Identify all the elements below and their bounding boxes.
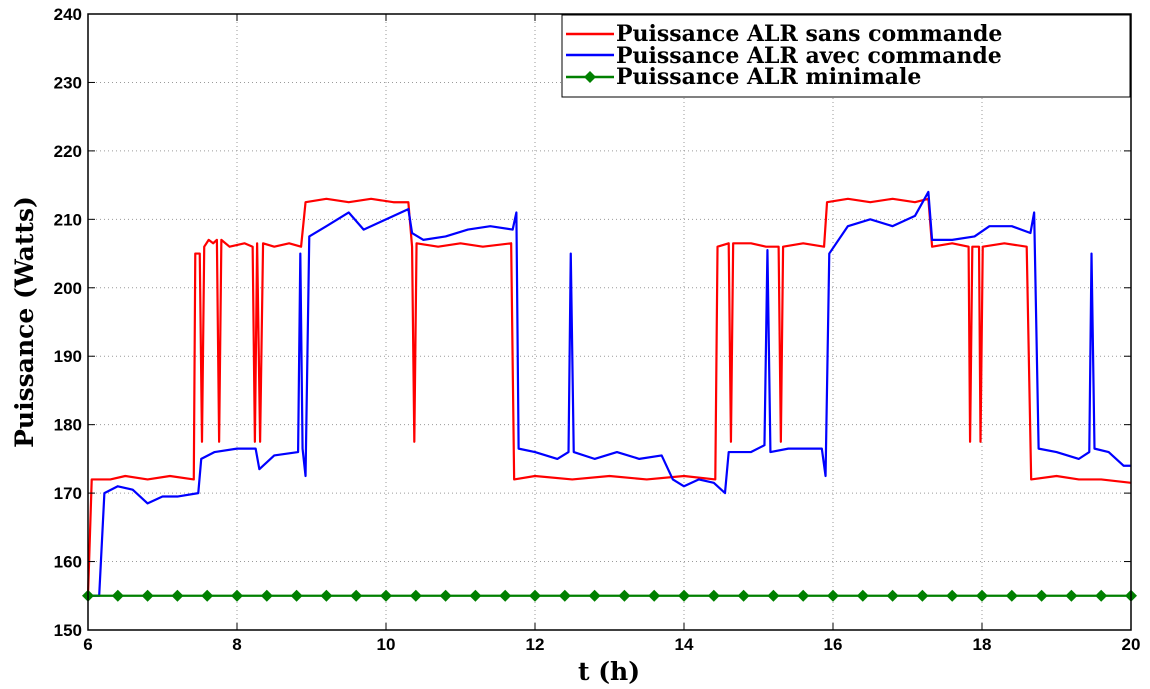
diamond-marker <box>1095 589 1108 602</box>
series-avec-commande <box>88 190 1131 597</box>
legend-label-avec-commande: Puissance ALR avec commande <box>616 43 1002 69</box>
series-sans-commande-line <box>86 197 1132 596</box>
diamond-marker <box>201 589 214 602</box>
diamond-marker <box>231 589 243 602</box>
x-tick-label: 10 <box>377 635 396 654</box>
series-layer <box>82 190 1137 602</box>
diamond-marker <box>707 589 720 602</box>
diamond-marker <box>380 589 392 602</box>
diamond-marker <box>886 589 899 602</box>
diamond-marker <box>856 589 869 602</box>
diamond-marker <box>290 589 303 602</box>
diamond-marker <box>797 589 810 602</box>
diamond-marker <box>1065 589 1078 602</box>
series-sans-commande <box>86 197 1132 596</box>
x-tick-label: 18 <box>973 635 992 654</box>
diamond-marker <box>916 589 929 602</box>
y-tick-label: 170 <box>54 484 82 503</box>
diamond-marker <box>1005 589 1018 602</box>
plot-frame <box>87 13 1132 631</box>
diamond-marker <box>618 589 631 602</box>
legend-label-minimale: Puissance ALR minimale <box>616 64 921 90</box>
legend-marker-diamond-icon <box>584 71 596 83</box>
diamond-marker <box>171 589 184 602</box>
y-tick-label: 240 <box>54 5 82 24</box>
legend-label-sans-commande: Puissance ALR sans commande <box>616 21 1002 47</box>
diamond-marker <box>737 589 750 602</box>
y-tick-label: 190 <box>54 347 82 366</box>
legend-box <box>561 14 1131 98</box>
x-tick-label: 6 <box>83 635 92 654</box>
diamond-marker <box>767 589 780 602</box>
x-tick-label: 20 <box>1122 635 1141 654</box>
diamond-marker <box>529 589 541 602</box>
diamond-marker <box>469 589 482 602</box>
y-tick-label: 230 <box>54 73 82 92</box>
grid <box>88 14 1131 630</box>
diamond-marker <box>320 589 333 602</box>
y-tick-label: 150 <box>54 621 82 640</box>
series-minimale <box>82 589 1137 602</box>
diamond-marker <box>588 589 601 602</box>
diamond-marker <box>678 589 690 602</box>
diamond-marker <box>111 589 124 602</box>
x-axis-title: t (h) <box>578 657 640 686</box>
diamond-marker <box>141 589 154 602</box>
x-tick-label: 14 <box>675 635 694 654</box>
y-tick-label: 200 <box>54 279 82 298</box>
diamond-marker <box>439 589 452 602</box>
y-tick-label: 180 <box>54 416 82 435</box>
diamond-marker <box>827 589 839 602</box>
x-tick-label: 8 <box>232 635 241 654</box>
y-tick-label: 210 <box>54 210 82 229</box>
diamond-marker <box>260 589 273 602</box>
diamond-marker <box>499 589 512 602</box>
diamond-marker <box>946 589 959 602</box>
x-tick-label: 16 <box>824 635 843 654</box>
diamond-marker <box>1035 589 1048 602</box>
diamond-marker <box>350 589 363 602</box>
series-avec-commande-line <box>88 190 1131 597</box>
x-tick-label: 12 <box>526 635 545 654</box>
diamond-marker <box>648 589 661 602</box>
ticks: 6 8 10 12 14 16 18 20 150 160 170 180 190 200 210 220 23… <box>54 5 1141 654</box>
y-tick-label: 160 <box>54 553 82 572</box>
diamond-marker <box>558 589 571 602</box>
y-axis-title: Puissance (Watts) <box>10 196 39 448</box>
diamond-marker <box>409 589 422 602</box>
y-tick-label: 220 <box>54 142 82 161</box>
diamond-marker <box>976 589 988 602</box>
legend: Puissance ALR sans commande Puissance AL… <box>561 14 1131 98</box>
